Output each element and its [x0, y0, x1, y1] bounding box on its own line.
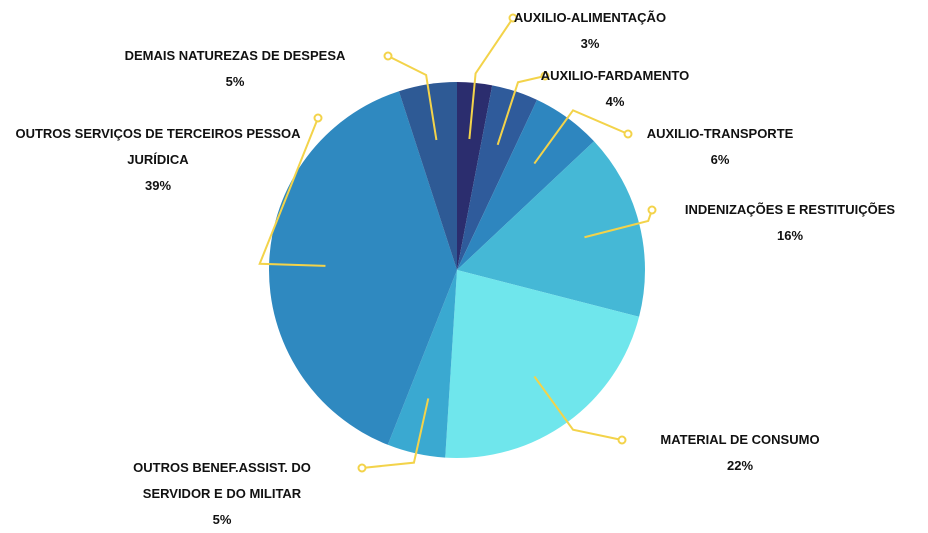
percent-label: 5%	[225, 74, 245, 89]
leader-dot	[508, 13, 518, 23]
leader-line	[533, 109, 629, 165]
pie-slice	[445, 270, 640, 459]
percent-label: 22%	[726, 458, 754, 473]
category-name: OUTROS BENEF.ASSIST. DO SERVIDOR E DO MI…	[133, 460, 311, 501]
category-name: OUTROS SERVIÇOS DE TERCEIROS PESSOA JURÍ…	[15, 126, 301, 167]
leader-dot	[623, 129, 633, 139]
leader-dot	[313, 113, 323, 123]
leader-dot	[383, 51, 393, 61]
slice-label: AUXILIO-ALIMENTAÇÃO 3%	[430, 5, 750, 57]
slice-label: OUTROS SERVIÇOS DE TERCEIROS PESSOA JURÍ…	[8, 121, 308, 199]
category-name: AUXILIO-TRANSPORTE	[646, 126, 794, 141]
pie-slice	[457, 82, 493, 270]
percent-label: 5%	[212, 512, 232, 527]
slice-label: MATERIAL DE CONSUMO 22%	[580, 427, 900, 479]
category-name: AUXILIO-FARDAMENTO	[540, 68, 690, 83]
leader-dot	[647, 205, 657, 215]
leader-dot	[617, 435, 627, 445]
slice-label: DEMAIS NATUREZAS DE DESPESA 5%	[75, 43, 395, 95]
percent-label: 4%	[605, 94, 625, 109]
pie-slice	[457, 99, 595, 270]
pie-slice	[269, 91, 457, 445]
category-name: INDENIZAÇÕES E RESTITUIÇÕES	[684, 202, 896, 217]
leader-line	[387, 55, 438, 141]
pie-slice	[387, 270, 457, 458]
leader-line	[533, 375, 623, 441]
leader-dot	[357, 463, 367, 473]
leader-line	[468, 17, 514, 140]
category-name: AUXILIO-ALIMENTAÇÃO	[513, 10, 667, 25]
slice-label: AUXILIO-TRANSPORTE 6%	[560, 121, 880, 173]
percent-label: 39%	[144, 178, 172, 193]
slice-label: OUTROS BENEF.ASSIST. DO SERVIDOR E DO MI…	[102, 455, 342, 533]
leader-line	[496, 75, 546, 146]
pie-slice	[457, 141, 645, 317]
leader-line	[361, 398, 430, 469]
pie-slice	[457, 85, 538, 271]
category-name: MATERIAL DE CONSUMO	[660, 432, 820, 447]
slice-label: INDENIZAÇÕES E RESTITUIÇÕES 16%	[630, 197, 928, 249]
slice-label: AUXILIO-FARDAMENTO 4%	[455, 63, 775, 115]
percent-label: 3%	[580, 36, 600, 51]
leader-line	[258, 117, 326, 267]
pie-slice	[398, 82, 457, 270]
category-name: DEMAIS NATUREZAS DE DESPESA	[124, 48, 346, 63]
leader-dot	[540, 71, 550, 81]
percent-label: 16%	[776, 228, 804, 243]
percent-label: 6%	[710, 152, 730, 167]
